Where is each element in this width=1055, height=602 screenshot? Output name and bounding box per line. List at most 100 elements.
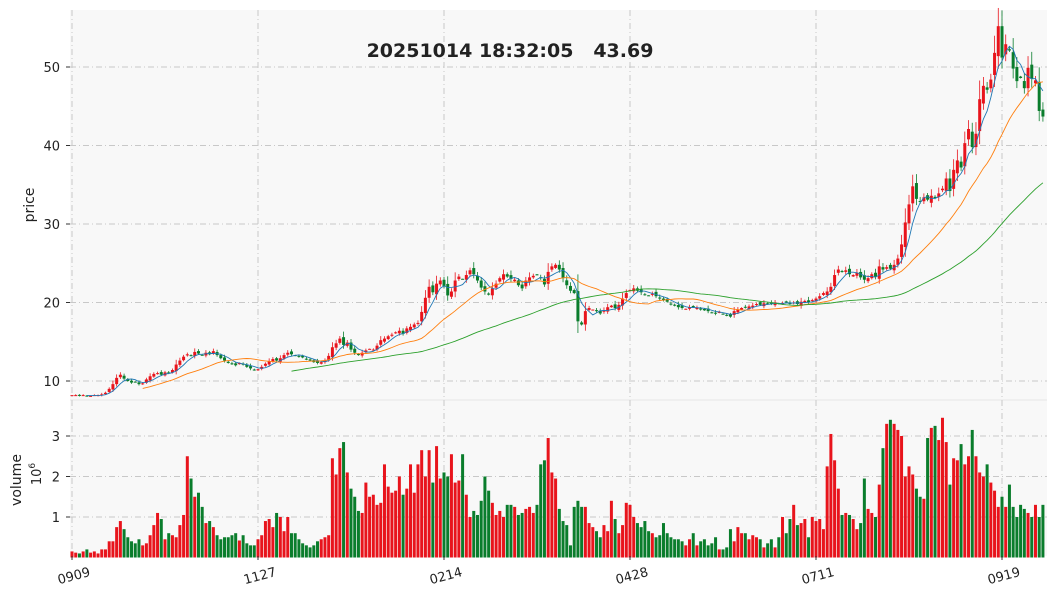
candle-body: [528, 277, 532, 282]
volume-bar: [487, 490, 491, 558]
volume-axis-label: volume: [9, 454, 25, 506]
candle-body: [249, 366, 253, 369]
candle-body: [825, 291, 829, 296]
volume-bar: [840, 514, 844, 558]
candle-body: [914, 183, 918, 199]
candle-body: [833, 275, 837, 287]
candle-body: [557, 264, 561, 270]
volume-bar: [635, 523, 639, 558]
volume-bar: [721, 549, 725, 558]
candle-body: [647, 295, 651, 297]
candle-body: [461, 278, 465, 280]
candle-body: [710, 312, 714, 314]
volume-bar: [643, 521, 647, 558]
volume-bar: [375, 504, 379, 558]
candle-body: [211, 351, 215, 354]
volume-bar: [81, 551, 85, 558]
volume-bar: [200, 506, 204, 558]
candle-body: [766, 303, 770, 305]
volume-bar: [688, 539, 692, 558]
ma-line-ma5: [86, 45, 1044, 397]
volume-bar: [769, 539, 773, 558]
candle-body: [598, 310, 602, 314]
volume-bar: [654, 537, 658, 558]
time-tick-label: 0711: [800, 565, 836, 588]
volume-bar: [903, 476, 907, 558]
candle-body: [77, 394, 81, 396]
candle-body: [412, 324, 416, 328]
candle-body: [289, 351, 293, 355]
volume-bar: [568, 545, 572, 558]
candle-body: [836, 269, 840, 273]
candle-body: [130, 380, 134, 383]
candle-body: [349, 342, 353, 350]
candle-body: [152, 373, 156, 377]
candle-body: [524, 280, 528, 287]
volume-bar: [1007, 484, 1011, 558]
candle-body: [479, 280, 483, 288]
volume-bar: [96, 553, 100, 558]
volume-bar: [438, 478, 442, 558]
candle-body: [907, 204, 911, 224]
volume-bar: [293, 533, 297, 558]
volume-bar: [234, 533, 238, 558]
volume-bar: [985, 464, 989, 558]
candle-body: [1015, 67, 1019, 82]
candle-body: [423, 297, 427, 314]
volume-bar: [416, 464, 420, 558]
price-tick-label: 40: [43, 140, 60, 155]
volume-bar: [397, 476, 401, 558]
candle-body: [877, 266, 881, 279]
candle-body: [918, 200, 922, 202]
volume-bar: [914, 488, 918, 558]
volume-bar: [621, 525, 625, 558]
volume-bar: [271, 527, 275, 558]
candle-body: [498, 278, 502, 282]
candle-body: [327, 355, 331, 360]
volume-bar: [208, 521, 212, 558]
candle-body: [375, 345, 379, 350]
candle-body: [881, 267, 885, 270]
volume-bar: [308, 547, 312, 558]
volume-bar: [249, 545, 253, 558]
volume-bar: [196, 492, 200, 558]
candle-body: [810, 300, 814, 302]
volume-bar: [702, 539, 706, 558]
candle-body: [301, 355, 305, 358]
volume-bar: [107, 541, 111, 558]
price-panel: [70, 10, 1047, 400]
volume-bar: [156, 512, 160, 558]
volume-bar: [859, 523, 863, 558]
volume-bar: [334, 474, 338, 558]
volume-bar: [461, 454, 465, 558]
volume-bar: [115, 527, 119, 558]
candle-body: [788, 302, 792, 304]
volume-bar: [405, 488, 409, 558]
volume-bar: [918, 496, 922, 558]
volume-bar: [349, 488, 353, 558]
volume-bar: [152, 525, 156, 558]
candle-body: [397, 330, 401, 334]
candle-body: [219, 355, 223, 359]
volume-bar: [178, 525, 182, 558]
volume-bar: [676, 539, 680, 558]
candle-body: [520, 284, 524, 289]
candle-body: [338, 338, 342, 343]
volume-bar: [513, 506, 517, 558]
candle-body: [1033, 80, 1037, 84]
volume-bar: [431, 482, 435, 558]
volume-bar: [1015, 517, 1019, 558]
price-tick-label: 20: [43, 297, 60, 312]
volume-bar: [524, 508, 528, 558]
candle-body: [263, 363, 267, 366]
volume-bar: [948, 484, 952, 558]
volume-bar: [754, 537, 758, 558]
volume-bar: [342, 442, 346, 558]
candle-body: [706, 308, 710, 312]
price-tick-label: 10: [43, 375, 60, 390]
time-tick-label: 0214: [428, 565, 464, 588]
volume-bar: [1019, 504, 1023, 558]
candle-body: [606, 307, 610, 312]
candle-body: [699, 308, 703, 310]
candle-body: [483, 286, 487, 292]
